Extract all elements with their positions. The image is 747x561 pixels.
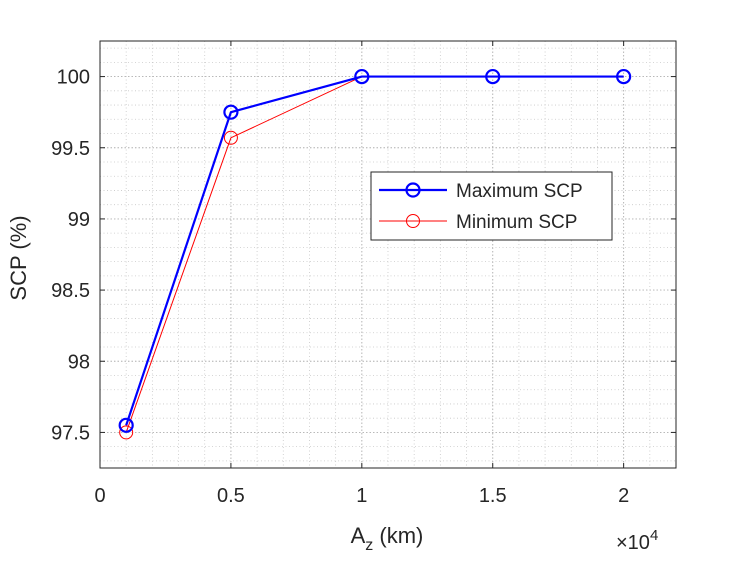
y-tick-label: 98.5 <box>51 280 90 302</box>
data-point-maximum-scp <box>354 68 370 85</box>
y-tick-label: 99.5 <box>51 138 90 160</box>
x-axis-label-unit: (km) <box>373 523 423 548</box>
x-tick-label: 1.5 <box>479 485 507 507</box>
data-point-minimum-scp <box>119 425 134 440</box>
legend-label-minimum-scp: Minimum SCP <box>456 212 577 233</box>
y-axis-label: SCP (%) <box>6 215 31 300</box>
x-tick-label: 0.5 <box>217 485 245 507</box>
x-axis-label-main: A <box>351 523 366 548</box>
x-axis-ticks: 0 0.5 1 1.5 2 <box>94 41 629 507</box>
series-line-maximum-scp <box>125 75 624 426</box>
legend: Maximum SCP Minimum SCP <box>370 171 613 241</box>
x-exponent-power: 4 <box>650 527 658 544</box>
x-axis-label-subscript: z <box>365 537 373 554</box>
x-tick-label: 1 <box>356 485 367 507</box>
data-point-maximum-scp <box>223 104 239 120</box>
data-point-maximum-scp <box>118 417 134 433</box>
x-axis-label: Az (km) <box>351 523 424 554</box>
series-layer <box>118 68 632 440</box>
x-tick-label: 2 <box>618 485 629 507</box>
x-axis-exponent: ×104 <box>616 527 658 554</box>
data-point-minimum-scp <box>223 130 238 145</box>
legend-label-maximum-scp: Maximum SCP <box>456 181 583 202</box>
legend-items: Maximum SCP Minimum SCP <box>379 181 583 233</box>
y-tick-label: 100 <box>57 67 90 89</box>
y-axis-ticks: 97.5 98 98.5 99 99.5 100 <box>51 67 676 444</box>
data-point-maximum-scp <box>485 68 501 85</box>
data-point-maximum-scp <box>616 68 632 85</box>
x-exponent-base: ×10 <box>616 532 650 554</box>
y-tick-label: 98 <box>68 351 90 373</box>
axes-box <box>99 40 677 469</box>
y-tick-label: 97.5 <box>51 422 90 444</box>
y-tick-label: 99 <box>68 209 90 231</box>
x-tick-label: 0 <box>94 485 105 507</box>
legend-marker-maximum-scp <box>405 182 421 198</box>
legend-marker-minimum-scp <box>406 214 420 228</box>
